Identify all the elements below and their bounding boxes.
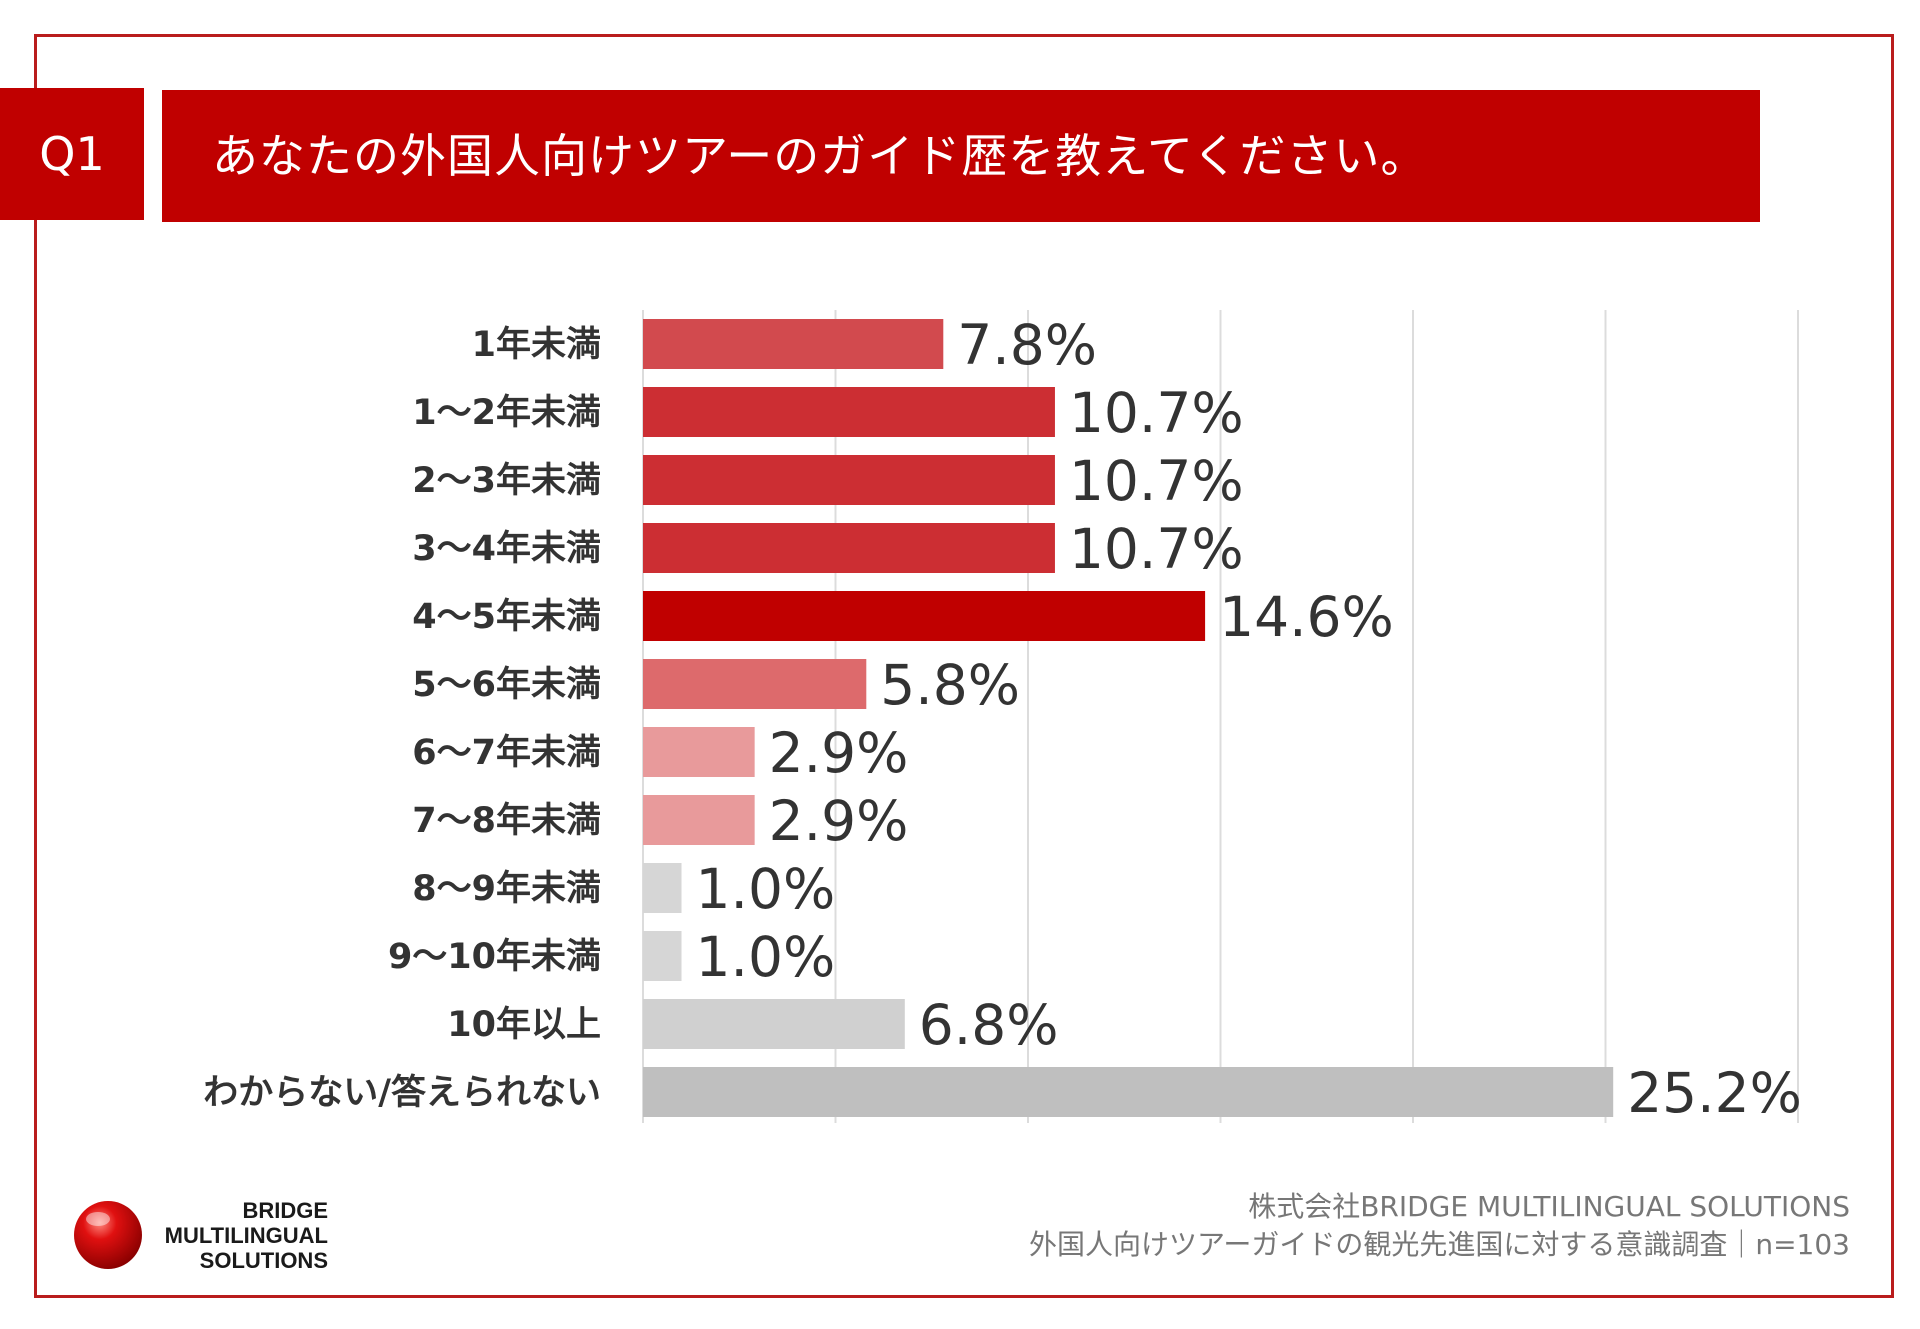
question-title: あなたの外国人向けツアーのガイド歴を教えてください。 — [162, 90, 1760, 222]
value-label: 5.8% — [880, 653, 1020, 717]
company-logo-text: BRIDGE MULTILINGUAL SOLUTIONS — [148, 1198, 328, 1273]
bar — [643, 1067, 1614, 1117]
value-label: 25.2% — [1627, 1061, 1802, 1125]
value-label: 14.6% — [1219, 585, 1394, 649]
bar — [643, 319, 944, 369]
footer-survey: 外国人向けツアーガイドの観光先進国に対する意識調査｜n=103 — [1029, 1228, 1850, 1261]
grid-lines — [642, 310, 1799, 1123]
bar — [643, 523, 1055, 573]
bar — [643, 931, 682, 981]
bar — [643, 455, 1055, 505]
category-label: 2～3年未満 — [412, 461, 601, 501]
category-label: 7～8年未満 — [412, 801, 601, 841]
company-logo-mark — [74, 1201, 142, 1269]
bar — [643, 999, 905, 1049]
value-label: 1.0% — [696, 857, 836, 921]
logo-line-1: BRIDGE — [242, 1198, 328, 1223]
category-label: 5～6年未満 — [412, 665, 601, 705]
bar — [643, 591, 1206, 641]
frame-border — [34, 34, 1894, 1298]
category-label: 10年以上 — [447, 1005, 601, 1045]
category-label: 1年未満 — [472, 325, 601, 365]
category-label: 4～5年未満 — [412, 597, 601, 637]
bar — [643, 387, 1055, 437]
value-label: 2.9% — [769, 789, 909, 853]
value-label: 2.9% — [769, 721, 909, 785]
bars — [643, 319, 1614, 1117]
value-labels: 7.8%10.7%10.7%10.7%14.6%5.8%2.9%2.9%1.0%… — [696, 313, 1802, 1125]
category-labels: 1年未満 1～2年未満 2～3年未満 3～4年未満 4～5年未満 5～6年未満 6～7年未満… — [203, 325, 601, 1113]
value-label: 10.7% — [1069, 517, 1244, 581]
bar — [643, 727, 755, 777]
category-label: わからない/答えられない — [203, 1073, 601, 1113]
logo-sphere-icon — [74, 1201, 142, 1269]
value-label: 7.8% — [957, 313, 1097, 377]
bar — [643, 795, 755, 845]
category-label: 8～9年未満 — [412, 869, 601, 909]
value-label: 6.8% — [919, 993, 1059, 1057]
category-label: 9～10年未満 — [388, 937, 601, 977]
category-label: 3～4年未満 — [412, 529, 601, 569]
bar — [643, 863, 682, 913]
logo-line-3: SOLUTIONS — [199, 1248, 328, 1273]
question-number-badge: Q1 — [0, 88, 144, 220]
category-label: 6～7年未満 — [412, 733, 601, 773]
footer-source: 株式会社BRIDGE MULTILINGUAL SOLUTIONS 外国人向けツ… — [1029, 1188, 1850, 1264]
footer-company: 株式会社BRIDGE MULTILINGUAL SOLUTIONS — [1248, 1190, 1850, 1223]
bar — [643, 659, 867, 709]
value-label: 10.7% — [1069, 381, 1244, 445]
value-label: 1.0% — [696, 925, 836, 989]
category-label: 1～2年未満 — [412, 393, 601, 433]
value-label: 10.7% — [1069, 449, 1244, 513]
logo-line-2: MULTILINGUAL — [164, 1223, 328, 1248]
